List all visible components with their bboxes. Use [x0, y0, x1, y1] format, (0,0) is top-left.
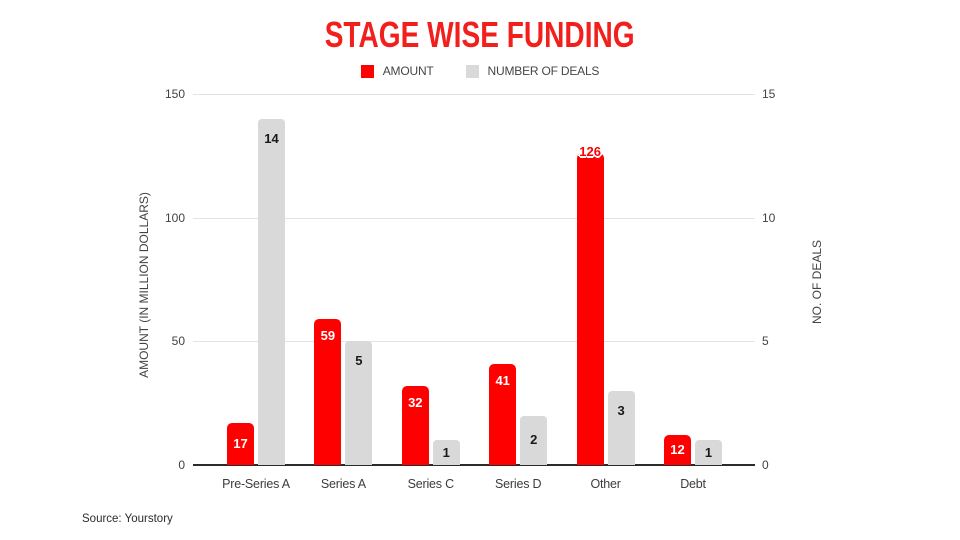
- right-tick-10: 10: [762, 210, 776, 225]
- category-label-5: Debt: [680, 477, 706, 491]
- legend-label-deals: NUMBER OF DEALS: [487, 64, 600, 78]
- source-note: Source: Yourstory: [82, 513, 173, 525]
- right-tick-0: 0: [762, 458, 769, 472]
- amount-bar-0: [227, 422, 254, 465]
- chart-title: STAGE WISE FUNDING: [0, 14, 960, 56]
- amount-value-3: 41: [495, 372, 510, 388]
- deals-value-3: 2: [530, 432, 538, 448]
- deals-bar-0: [258, 118, 285, 465]
- gridline-100: [193, 217, 755, 219]
- deals-value-4: 3: [617, 402, 625, 418]
- chart-legend: AMOUNT NUMBER OF DEALS: [0, 64, 960, 78]
- category-label-0: Pre-Series A: [222, 477, 290, 491]
- deals-value-2: 1: [442, 444, 450, 460]
- deals-bar-5: [695, 440, 722, 465]
- amount-bar-1: [314, 319, 342, 465]
- gridline-150: [193, 94, 755, 95]
- plot-area: 17 14 Pre-Series A 59 5 Series A 32 1 Series C 41…: [193, 94, 755, 491]
- amount-bar-2: [401, 385, 429, 465]
- category-label-1: Series A: [320, 477, 366, 491]
- gridline-50: [193, 341, 755, 343]
- category-label-2: Series C: [407, 477, 455, 491]
- left-tick-150: 150: [164, 87, 185, 101]
- category-label-3: Series D: [495, 477, 542, 491]
- legend-label-amount: AMOUNT: [382, 64, 434, 78]
- legend-item-amount: AMOUNT: [360, 64, 434, 78]
- amount-value-1: 59: [320, 328, 336, 344]
- deals-bar-3: [520, 415, 548, 465]
- amount-value-2: 32: [408, 394, 423, 410]
- amount-value-4: 126: [579, 144, 601, 160]
- legend-item-deals: NUMBER OF DEALS: [465, 64, 600, 78]
- deals-value-1: 5: [355, 353, 363, 369]
- amount-value-0: 17: [233, 435, 248, 451]
- deals-value-5: 1: [704, 444, 713, 460]
- amount-bar-5: [664, 435, 691, 465]
- right-tick-5: 5: [762, 334, 769, 349]
- x-axis-line: [193, 464, 755, 466]
- amount-bar-3: [489, 363, 517, 465]
- deals-swatch-icon: [465, 64, 479, 78]
- amount-bar-4: [576, 153, 604, 465]
- category-label-4: Other: [590, 477, 621, 491]
- right-axis-title: NO. OF DEALS: [810, 239, 824, 325]
- right-tick-15: 15: [762, 87, 776, 101]
- deals-value-0: 14: [264, 130, 279, 146]
- deals-bar-4: [607, 390, 635, 465]
- deals-bar-2: [432, 440, 460, 465]
- deals-bar-1: [345, 341, 373, 465]
- left-tick-100: 100: [164, 210, 185, 225]
- chart-title-text: STAGE WISE FUNDING: [325, 14, 635, 55]
- amount-swatch-icon: [360, 64, 374, 78]
- left-tick-50: 50: [171, 334, 185, 349]
- amount-value-5: 12: [670, 442, 685, 458]
- left-tick-0: 0: [178, 458, 185, 472]
